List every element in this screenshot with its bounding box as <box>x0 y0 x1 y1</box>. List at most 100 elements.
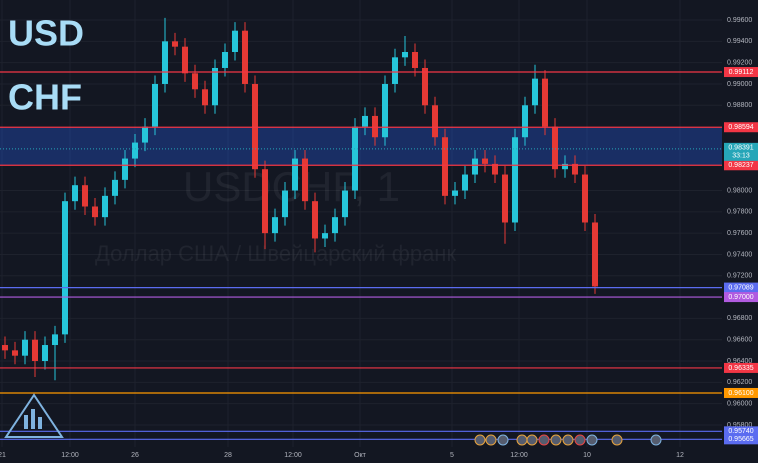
candle-body <box>392 57 398 84</box>
level-label-box <box>724 67 758 78</box>
candle-body <box>482 158 488 164</box>
y-tick-label: 0.98800 <box>727 102 752 109</box>
level-label: 0.98594 <box>728 124 753 131</box>
candle-body <box>222 51 228 68</box>
x-tick-label: 10 <box>583 452 591 459</box>
candle-body <box>302 158 308 202</box>
y-tick-label: 0.99400 <box>727 38 752 45</box>
plot <box>0 17 722 440</box>
candle-body <box>82 185 88 207</box>
candle-body <box>432 105 438 138</box>
candle-body <box>102 195 108 218</box>
candle-body <box>312 201 318 239</box>
y-tick-label: 0.95800 <box>727 422 752 429</box>
candle-body <box>42 345 48 362</box>
candle-body <box>572 163 578 175</box>
candle-body <box>172 41 178 47</box>
candle-body <box>462 174 468 191</box>
candle-body <box>502 174 508 223</box>
y-tick-label: 0.99000 <box>727 81 752 88</box>
price-axis: 21 12:00 26 28 12:00 Окт 5 12:00 10 12 0.95800 0.96… <box>0 17 758 459</box>
x-tick-label: 26 <box>131 452 139 459</box>
x-tick-label: 12 <box>676 452 684 459</box>
candle-body <box>422 67 428 106</box>
level-label: 0.97089 <box>728 284 753 291</box>
candle-body <box>532 78 538 106</box>
candle-body <box>62 201 68 335</box>
y-tick-label: 0.97600 <box>727 230 752 237</box>
candle-body <box>262 169 268 234</box>
level-label-box <box>724 434 758 445</box>
y-tick-label: 0.96400 <box>727 358 752 365</box>
candle-body <box>12 350 18 356</box>
candle-body <box>232 30 238 52</box>
candle-body <box>32 339 38 362</box>
candle-body <box>412 51 418 68</box>
event-icons <box>474 434 662 446</box>
candle-body <box>342 190 348 218</box>
candle-body <box>292 158 298 191</box>
x-tick-label: 12:00 <box>510 452 528 459</box>
level-label: 0.95740 <box>728 428 753 435</box>
level-label-box <box>724 122 758 133</box>
level-label: 0.99112 <box>729 69 754 76</box>
candle-body <box>372 115 378 138</box>
level-label: 0.97000 <box>728 294 753 301</box>
y-tick-label: 0.96800 <box>727 315 752 322</box>
candle-body <box>562 163 568 170</box>
candle-body <box>402 51 408 58</box>
candle-body <box>352 126 358 191</box>
level-label-box <box>724 387 758 398</box>
candle-body <box>272 217 278 234</box>
candle-body <box>362 115 368 127</box>
level-label: 0.96335 <box>728 365 753 372</box>
candle-body <box>182 46 188 74</box>
last-price-label: 0.98391 <box>728 145 753 152</box>
candle-body <box>522 105 528 138</box>
candle-body <box>92 206 98 218</box>
candle-body <box>112 179 118 196</box>
candle-body <box>512 137 518 223</box>
y-tick-label: 0.96600 <box>727 337 752 344</box>
level-label: 0.98237 <box>728 162 753 169</box>
watermark-subtitle: Доллар США / Швейцарский франк <box>95 241 456 266</box>
level-label-box <box>724 282 758 293</box>
candle-body <box>492 163 498 175</box>
x-tick-label: 5 <box>450 452 454 459</box>
candle-body <box>332 217 338 234</box>
level-label-box <box>724 160 758 171</box>
x-tick-label: 21 <box>0 452 6 459</box>
y-tick-label: 0.99200 <box>727 59 752 66</box>
y-tick-label: 0.99600 <box>727 17 752 24</box>
candle-body <box>2 345 8 351</box>
candle-body <box>552 126 558 170</box>
symbol-quote: CHF <box>8 77 82 118</box>
last-price-box <box>724 142 758 161</box>
logo <box>4 393 64 438</box>
candle-body <box>72 185 78 202</box>
candle-body <box>322 233 328 239</box>
candle-body <box>442 137 448 196</box>
candle-body <box>122 158 128 180</box>
level-label: 0.95665 <box>728 436 753 443</box>
candle-body <box>162 41 168 84</box>
level-label: 0.96100 <box>728 390 753 397</box>
y-tick-label: 0.96000 <box>727 400 752 407</box>
candle-body <box>282 190 288 218</box>
symbol-base: USD <box>8 13 84 54</box>
candle-body <box>382 83 388 138</box>
y-tick-label: 0.96200 <box>727 379 752 386</box>
candle-body <box>252 83 258 170</box>
candle-body <box>52 334 58 346</box>
y-tick-label: 0.97400 <box>727 251 752 258</box>
watermark: USDCHF, 1 <box>183 163 400 210</box>
x-tick-label: Окт <box>354 452 367 459</box>
candle-body <box>452 190 458 196</box>
zone <box>0 127 722 166</box>
candle-body <box>582 174 588 223</box>
x-tick-label: 12:00 <box>284 452 302 459</box>
level-label-box <box>724 362 758 373</box>
y-tick-label: 0.97200 <box>727 273 752 280</box>
